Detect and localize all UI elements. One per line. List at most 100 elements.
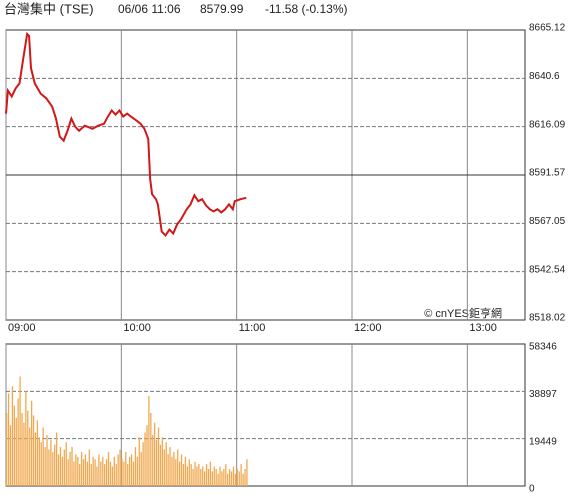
volume-bar <box>38 437 40 486</box>
volume-bar <box>182 464 185 486</box>
volume-bar <box>227 473 229 486</box>
volume-bar <box>148 395 150 486</box>
volume-bar <box>50 439 52 486</box>
volume-bar <box>23 422 25 486</box>
volume-bar <box>180 454 183 486</box>
y-tick-label: 8567.05 <box>529 216 566 227</box>
volume-bar <box>34 432 37 486</box>
volume-bar <box>105 459 108 486</box>
volume-bar <box>161 437 163 486</box>
volume-bar <box>69 451 71 486</box>
volume-bar <box>228 468 231 486</box>
volume-bar <box>219 466 221 486</box>
volume-bar <box>84 454 87 486</box>
volume-bar <box>15 417 17 486</box>
volume-bar <box>42 427 44 486</box>
volume-bar <box>202 466 204 486</box>
volume-bar <box>154 422 156 486</box>
y-tick-label: 19449 <box>529 436 557 447</box>
volume-bar <box>221 471 223 486</box>
volume-bar <box>236 468 238 486</box>
volume-bar <box>230 471 233 486</box>
volume-bar <box>223 468 225 486</box>
volume-bar <box>32 415 35 486</box>
volume-bar <box>7 393 10 486</box>
volume-bar <box>57 454 60 486</box>
last-price: 8579.99 <box>200 2 244 16</box>
volume-bar <box>144 432 146 486</box>
volume-bar <box>163 449 165 486</box>
volume-bar <box>129 456 131 486</box>
volume-bar <box>171 456 173 486</box>
volume-bar <box>242 473 244 486</box>
volume-bar <box>86 461 89 486</box>
volume-bar <box>65 442 67 486</box>
volume-bar <box>132 461 135 486</box>
volume-bar <box>200 468 202 486</box>
index-name: 台灣集中 (TSE) <box>4 1 94 16</box>
x-tick-label: 10:00 <box>123 322 151 334</box>
volume-bar <box>36 420 39 486</box>
volume-bar <box>213 466 215 486</box>
volume-bar <box>198 464 200 486</box>
volume-bar <box>244 468 246 486</box>
volume-bar <box>192 468 194 486</box>
volume-bar <box>134 447 137 486</box>
volume-bar <box>96 466 98 486</box>
y-tick-label: 8616.09 <box>529 119 566 130</box>
volume-bar <box>102 456 104 486</box>
y-tick-label: 0 <box>529 484 535 495</box>
x-tick-label: 09:00 <box>8 322 36 334</box>
y-tick-label: 8640.6 <box>529 71 560 82</box>
volume-bar <box>136 456 139 486</box>
volume-bar <box>194 461 196 486</box>
volume-bar <box>75 454 77 486</box>
volume-bar <box>167 454 169 486</box>
volume-bar <box>77 456 79 486</box>
volume-bar <box>54 444 56 486</box>
volume-bar <box>98 454 100 486</box>
volume-bar <box>115 464 117 486</box>
volume-bar <box>173 451 175 486</box>
volume-bar <box>117 454 119 486</box>
volume-bar <box>209 461 212 486</box>
volume-bar <box>205 464 208 486</box>
y-tick-label: 38897 <box>529 389 557 400</box>
price-line <box>5 31 247 238</box>
volume-bar <box>109 461 112 486</box>
volume-bar <box>179 461 181 486</box>
x-tick-label: 13:00 <box>469 322 497 334</box>
volume-bar <box>27 410 29 486</box>
volume-bar <box>188 459 190 486</box>
volume-bar <box>82 459 85 486</box>
volume-bar <box>6 412 8 486</box>
volume-bar <box>127 464 129 486</box>
volume-bar <box>92 456 94 486</box>
volume-bar <box>121 459 123 486</box>
watermark: © cnYES鉅亨網 <box>424 306 502 320</box>
volume-bar <box>71 447 73 486</box>
volume-bar <box>111 466 114 486</box>
volume-bar <box>123 461 125 486</box>
volume-bar <box>238 471 240 486</box>
volume-bar <box>73 461 75 486</box>
volume-bar <box>140 451 142 486</box>
volume-bar <box>130 454 133 486</box>
volume-bar <box>169 447 171 486</box>
volume-bar <box>79 464 81 486</box>
volume-bar <box>30 400 33 486</box>
volume-bar <box>152 434 154 486</box>
y-tick-label: 8665.12 <box>529 23 566 34</box>
volume-bar <box>203 471 206 486</box>
volume-bar <box>80 451 83 486</box>
volume-bar <box>184 456 187 486</box>
y-tick-label: 8518.02 <box>529 313 566 324</box>
volume-bar <box>9 425 12 486</box>
volume-bar <box>196 466 198 486</box>
y-tick-label: 58346 <box>529 342 557 353</box>
volume-bar <box>100 461 102 486</box>
volume-bar <box>25 391 27 486</box>
x-tick-label: 11:00 <box>239 322 266 334</box>
